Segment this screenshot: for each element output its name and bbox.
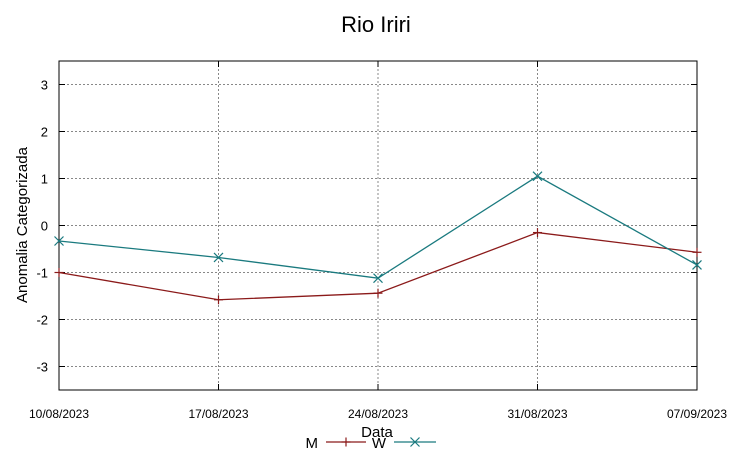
y-tick-label: 1 bbox=[41, 172, 48, 187]
x-tick-label: 17/08/2023 bbox=[188, 407, 248, 421]
data-point-W bbox=[532, 171, 543, 182]
x-axis-ticks: 10/08/2023 17/08/2023 24/08/2023 31/08/2023… bbox=[29, 61, 727, 421]
data-point-M bbox=[214, 295, 223, 305]
data-point-M bbox=[533, 228, 542, 238]
x-tick-label: 31/08/2023 bbox=[507, 407, 567, 421]
data-point-W bbox=[373, 273, 383, 284]
y-tick-label: 2 bbox=[41, 125, 48, 140]
x-tick-label: 10/08/2023 bbox=[29, 407, 89, 421]
y-tick-label: 3 bbox=[41, 78, 48, 93]
legend-label-M: M bbox=[306, 435, 319, 452]
y-tick-label: -2 bbox=[36, 313, 48, 328]
y-axis-title: Anomalia Categorizada bbox=[14, 146, 31, 303]
legend-marker-W bbox=[410, 437, 420, 447]
y-tick-label: -3 bbox=[36, 360, 48, 375]
x-axis-title: Data bbox=[361, 424, 393, 441]
x-tick-label: 07/09/2023 bbox=[667, 407, 727, 421]
chart-title: Rio Iriri bbox=[341, 12, 411, 37]
data-point-M bbox=[373, 288, 383, 298]
data-point-W bbox=[692, 260, 702, 270]
data-point-W bbox=[213, 252, 224, 263]
grid-lines bbox=[58, 61, 698, 390]
data-point-M bbox=[692, 247, 702, 257]
y-tick-label: -1 bbox=[36, 266, 48, 281]
y-tick-label: 0 bbox=[41, 219, 48, 234]
data-point-W bbox=[54, 236, 64, 246]
legend-marker-M bbox=[341, 437, 351, 447]
legend-label-W: W bbox=[372, 435, 387, 452]
x-tick-label: 24/08/2023 bbox=[348, 407, 408, 421]
data-point-M bbox=[54, 268, 64, 277]
series-layer bbox=[54, 171, 702, 305]
